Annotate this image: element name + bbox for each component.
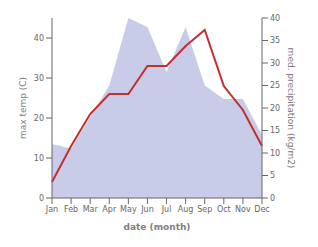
svg-text:30: 30 <box>34 74 44 83</box>
svg-text:40: 40 <box>34 34 44 43</box>
svg-text:5: 5 <box>270 171 275 180</box>
svg-text:10: 10 <box>270 149 280 158</box>
svg-text:Oct: Oct <box>217 205 231 214</box>
svg-text:Jan: Jan <box>45 205 58 214</box>
svg-text:Dec: Dec <box>254 205 269 214</box>
svg-text:Aug: Aug <box>178 205 194 214</box>
svg-text:May: May <box>120 205 137 214</box>
svg-text:40: 40 <box>270 14 280 23</box>
svg-text:Apr: Apr <box>102 205 117 214</box>
svg-text:0: 0 <box>270 194 275 203</box>
svg-text:med. precipitation (kg/m2): med. precipitation (kg/m2) <box>286 48 296 169</box>
svg-text:20: 20 <box>34 114 44 123</box>
svg-text:25: 25 <box>270 81 280 90</box>
svg-text:Jul: Jul <box>161 205 172 214</box>
svg-text:0: 0 <box>39 194 44 203</box>
svg-text:Sep: Sep <box>197 205 212 214</box>
svg-text:date (month): date (month) <box>124 222 191 232</box>
svg-text:35: 35 <box>270 36 280 45</box>
svg-text:Jun: Jun <box>140 205 154 214</box>
svg-text:Nov: Nov <box>235 205 251 214</box>
svg-text:30: 30 <box>270 59 280 68</box>
svg-text:Mar: Mar <box>83 205 99 214</box>
svg-text:Feb: Feb <box>64 205 78 214</box>
svg-text:20: 20 <box>270 104 280 113</box>
svg-text:10: 10 <box>34 154 44 163</box>
svg-text:max temp (C): max temp (C) <box>18 77 28 139</box>
svg-text:15: 15 <box>270 126 280 135</box>
